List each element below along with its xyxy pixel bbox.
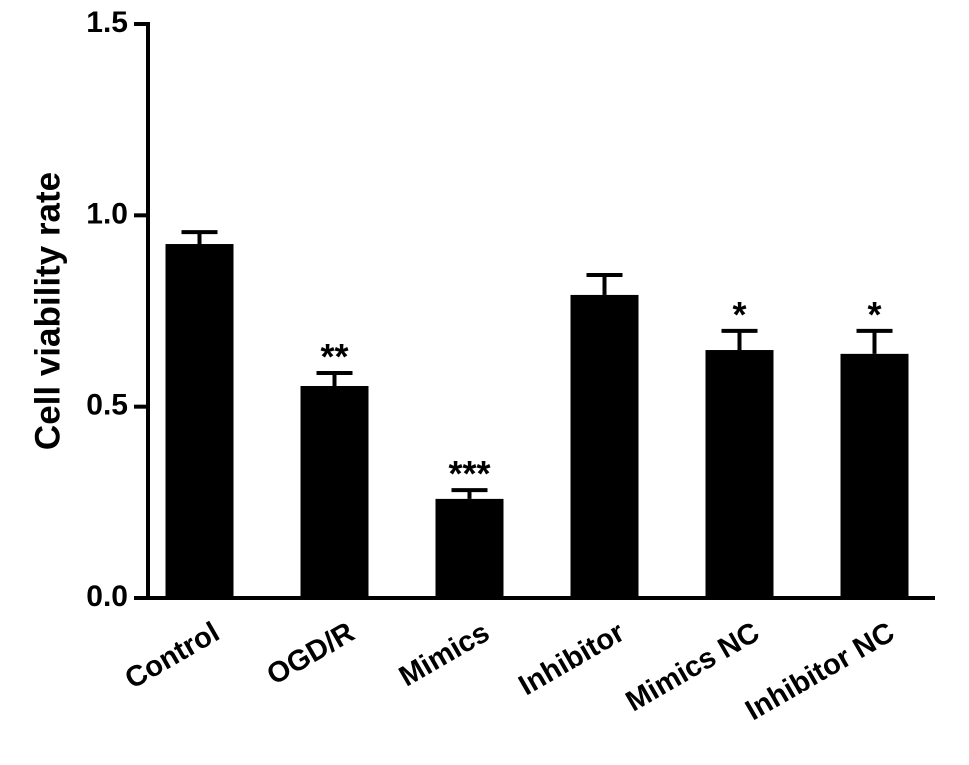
x-tick-label: Inhibitor NC xyxy=(740,616,900,727)
x-tick-label: Control xyxy=(120,616,225,695)
significance: * xyxy=(867,294,881,335)
x-tick-label: OGD/R xyxy=(262,616,360,691)
bar xyxy=(840,353,909,598)
y-tick-label: 0.0 xyxy=(86,580,128,613)
significance: *** xyxy=(448,453,490,494)
significance: ** xyxy=(320,336,348,377)
x-tick-label: Inhibitor xyxy=(514,616,630,702)
y-tick-label: 1.0 xyxy=(86,197,128,230)
bar xyxy=(705,350,774,598)
bar xyxy=(300,386,369,598)
x-tick-label: Mimics xyxy=(394,616,495,693)
y-tick-label: 1.5 xyxy=(86,6,128,39)
y-axis-label: Cell viability rate xyxy=(28,172,67,450)
y-tick-label: 0.5 xyxy=(86,389,128,422)
bar xyxy=(570,294,639,598)
bar xyxy=(435,498,504,598)
significance: * xyxy=(732,294,746,335)
bar xyxy=(165,244,234,599)
